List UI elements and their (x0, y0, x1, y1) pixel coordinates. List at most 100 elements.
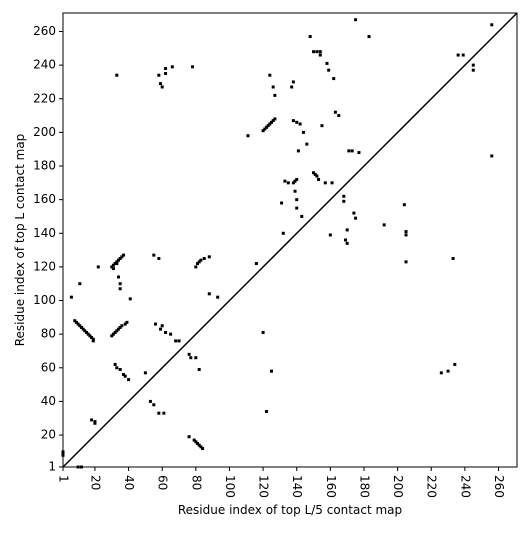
contact-point (118, 287, 122, 291)
contact-point (152, 253, 156, 257)
contact-point (315, 174, 319, 178)
contact-point (115, 260, 119, 264)
contact-point (471, 68, 475, 72)
contact-point (290, 85, 294, 89)
contact-point (446, 369, 450, 373)
contact-point (261, 129, 265, 133)
contact-point (157, 256, 161, 260)
contact-point (199, 258, 203, 262)
x-tick-label: 80 (189, 475, 203, 490)
contact-point (327, 68, 331, 72)
contact-point (333, 110, 337, 114)
contact-point (264, 125, 268, 129)
contact-point (345, 241, 349, 245)
contact-point (295, 198, 299, 202)
x-axis-label: Residue index of top L/5 contact map (178, 503, 402, 517)
contact-point (456, 53, 460, 57)
contact-point (271, 119, 275, 123)
contact-point (164, 330, 168, 334)
contact-point (313, 172, 317, 176)
contact-point (110, 334, 114, 338)
contact-point (159, 82, 163, 86)
contact-point (263, 127, 267, 131)
contact-point (254, 262, 258, 266)
contact-point (207, 292, 211, 296)
contact-point (194, 440, 198, 444)
contact-point (192, 438, 196, 442)
contact-point (74, 320, 78, 324)
contact-point (160, 324, 164, 328)
contact-point (69, 295, 73, 299)
contact-point (283, 179, 287, 183)
contact-point (123, 322, 127, 326)
y-tick-label: 60 (41, 360, 56, 374)
contact-point (264, 410, 268, 414)
contact-point (157, 411, 161, 415)
contact-point (323, 181, 327, 185)
contact-point (81, 327, 85, 331)
contact-point (305, 142, 309, 146)
contact-point (127, 378, 131, 382)
contact-point (347, 149, 351, 153)
contact-point (293, 179, 297, 183)
y-tick-label: 1 (48, 460, 56, 474)
contact-point (90, 336, 94, 340)
contact-point (270, 369, 274, 373)
y-tick-label: 160 (33, 192, 56, 206)
contact-point (159, 327, 163, 331)
contact-point (120, 255, 124, 259)
contact-point (280, 201, 284, 205)
contact-point (91, 337, 95, 341)
y-tick-label: 260 (33, 24, 56, 38)
contact-point (246, 134, 250, 138)
x-tick-label: 220 (425, 475, 439, 498)
contact-point (320, 124, 324, 128)
contact-point (318, 50, 322, 54)
contact-point (196, 441, 200, 445)
contact-point (187, 435, 191, 439)
contact-point (111, 332, 115, 336)
contact-point (332, 77, 336, 81)
contact-point (328, 233, 332, 237)
contact-point (110, 265, 114, 269)
contact-point (196, 262, 200, 266)
contact-point (357, 151, 361, 155)
plot-frame (62, 12, 518, 468)
contact-point (78, 282, 82, 286)
contact-point (125, 320, 129, 324)
contact-point (296, 149, 300, 153)
x-tick-label: 140 (290, 475, 304, 498)
y-tick-label: 120 (33, 259, 56, 273)
contact-point (164, 72, 168, 76)
contact-point (115, 262, 119, 266)
contact-point (76, 322, 80, 326)
contact-point (128, 297, 132, 301)
contact-point (122, 373, 126, 377)
contact-point (118, 325, 122, 329)
contact-point (190, 65, 194, 69)
y-tick-label: 200 (33, 125, 56, 139)
contact-point (83, 329, 87, 333)
contact-point (354, 18, 358, 22)
contact-point (273, 117, 277, 121)
contact-point (93, 420, 97, 424)
contact-point (91, 339, 95, 343)
contact-point (308, 35, 312, 39)
contact-point (404, 260, 408, 264)
x-tick-label: 180 (357, 475, 371, 498)
diagonal (62, 12, 518, 468)
contact-point (118, 282, 122, 286)
contact-point (162, 411, 166, 415)
contact-point (298, 122, 302, 126)
contact-point (325, 61, 329, 65)
y-tick-label: 40 (41, 394, 56, 408)
contact-point (143, 371, 147, 375)
contact-point (118, 367, 122, 371)
contact-point (79, 325, 83, 329)
contact-point (116, 275, 120, 279)
contact-point (268, 73, 272, 77)
x-tick-label: 200 (391, 475, 405, 498)
contact-point (343, 238, 347, 242)
contact-point (116, 327, 120, 331)
